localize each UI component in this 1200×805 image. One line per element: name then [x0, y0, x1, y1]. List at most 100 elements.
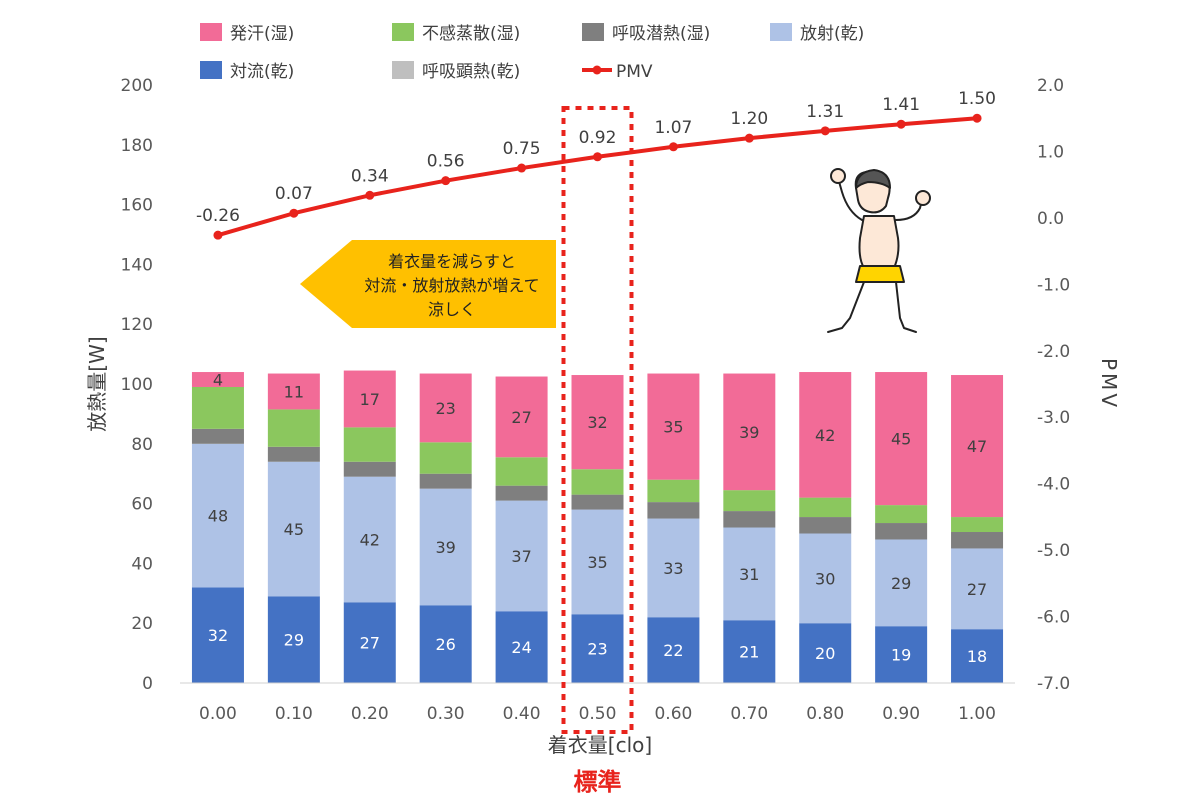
bar-segment — [419, 473, 472, 489]
pmv-value-label: 0.34 — [351, 166, 389, 186]
bar-segment — [495, 457, 548, 486]
y-left-tick-label: 180 — [121, 136, 153, 156]
bar-value-label: 39 — [436, 538, 456, 557]
bar-segment — [951, 548, 1004, 630]
y-right-tick-label: -4.0 — [1037, 475, 1070, 495]
bar-segment — [571, 494, 624, 510]
y-left-tick-label: 0 — [142, 674, 153, 694]
bar-value-label: 47 — [967, 437, 987, 456]
bar-value-label: 23 — [436, 399, 456, 418]
pmv-value-label: 0.92 — [579, 128, 617, 148]
bar-value-label: 27 — [360, 634, 380, 653]
highlight-box — [561, 106, 634, 734]
pmv-value-label: 0.56 — [427, 152, 465, 172]
pmv-point — [744, 133, 754, 143]
bar-segment — [799, 497, 852, 518]
bar-segment — [647, 518, 700, 618]
pmv-point — [972, 113, 982, 123]
bar-segment — [571, 469, 624, 495]
pmv-point — [289, 208, 299, 218]
pmv-value-label: 1.41 — [882, 95, 920, 115]
bar-segment — [571, 509, 624, 615]
legend-label: 発汗(湿) — [230, 24, 294, 44]
legend: 発汗(湿) 不感蒸散(湿) 呼吸潜熱(湿) 放射(乾) 対流(乾) 呼吸顕熱(乾) PMV — [200, 23, 864, 82]
bar-segment — [951, 517, 1004, 533]
bar-value-label: 33 — [663, 559, 683, 578]
standard-label: 標準 — [574, 768, 622, 796]
bar-segment — [495, 376, 548, 458]
bar-segment — [343, 602, 396, 683]
pmv-value-label: -0.26 — [196, 206, 240, 226]
pmv-value-label: 1.20 — [730, 109, 768, 129]
bar-value-label: 35 — [587, 553, 607, 572]
callout-line-2: 対流・放射放熱が増えて — [364, 276, 539, 295]
bar-segment — [267, 446, 320, 462]
bar-value-label: 21 — [739, 643, 759, 662]
bar-segment — [799, 372, 852, 498]
bar-segment — [267, 461, 320, 597]
bar-segment — [647, 479, 700, 503]
legend-swatch-marker — [592, 65, 602, 75]
y-left-axis-title: 放熱量[W] — [85, 336, 109, 431]
legend-label: PMV — [616, 62, 653, 82]
legend-swatch — [200, 61, 222, 79]
bar-segment — [799, 533, 852, 624]
callout-line-1: 着衣量を減らすと — [388, 252, 516, 271]
bar-segment — [495, 485, 548, 501]
bar-segment — [875, 505, 928, 524]
bar-segment — [951, 532, 1004, 549]
bar-segment — [267, 409, 320, 447]
x-tick-label: 0.60 — [654, 704, 692, 724]
bar-value-label: 35 — [663, 418, 683, 437]
bar-value-label: 20 — [815, 644, 835, 663]
pmv-point — [213, 230, 223, 240]
bar-value-label: 22 — [663, 641, 683, 660]
y-left-tick-label: 40 — [131, 554, 153, 574]
y-right-axis-title: PMV — [1097, 358, 1121, 410]
bar-value-label: 18 — [967, 647, 987, 666]
pmv-value-label: 1.50 — [958, 89, 996, 109]
bar-value-label: 30 — [815, 569, 835, 588]
x-tick-label: 0.90 — [882, 704, 920, 724]
y-right-tick-label: -3.0 — [1037, 408, 1070, 428]
x-tick-label: 0.50 — [579, 704, 617, 724]
bar-value-label: 29 — [284, 631, 304, 650]
legend-label: 対流(乾) — [230, 62, 294, 82]
x-tick-label: 0.80 — [806, 704, 844, 724]
pmv-point — [365, 190, 375, 200]
x-axis-title: 着衣量[clo] — [548, 733, 652, 757]
bar-value-label: 4 — [213, 371, 223, 390]
bar-segment — [495, 500, 548, 612]
pmv-value-label: 0.75 — [503, 139, 541, 159]
y-left-tick-label: 120 — [121, 315, 153, 335]
x-tick-label: 0.40 — [503, 704, 541, 724]
pmv-value-label: 1.31 — [806, 102, 844, 122]
y-right-tick-label: -7.0 — [1037, 674, 1070, 694]
bar-segment — [647, 373, 700, 480]
pmv-point — [441, 176, 451, 186]
bar-segment — [799, 517, 852, 534]
bar-value-label: 48 — [208, 507, 228, 526]
callout-line-3: 涼しく — [428, 300, 476, 319]
bar-value-label: 27 — [511, 408, 531, 427]
bar-segment — [419, 605, 472, 683]
pmv-point — [517, 163, 527, 173]
bar-segment — [571, 614, 624, 683]
bar-value-label: 31 — [739, 565, 759, 584]
legend-swatch — [392, 23, 414, 41]
bar-value-label: 11 — [284, 382, 304, 401]
bar-segment — [343, 427, 396, 462]
bar-segment — [951, 629, 1004, 683]
legend-swatch — [200, 23, 222, 41]
bar-value-label: 23 — [587, 640, 607, 659]
bar-value-label: 42 — [815, 426, 835, 445]
pmv-point — [668, 142, 678, 152]
bar-segment — [419, 442, 472, 474]
bar-segment — [875, 626, 928, 683]
bar-segment — [191, 428, 244, 444]
legend-label: 放射(乾) — [800, 24, 864, 44]
bar-segment — [495, 611, 548, 683]
bar-value-label: 32 — [587, 413, 607, 432]
bar-value-label: 37 — [511, 547, 531, 566]
legend-swatch — [392, 61, 414, 79]
